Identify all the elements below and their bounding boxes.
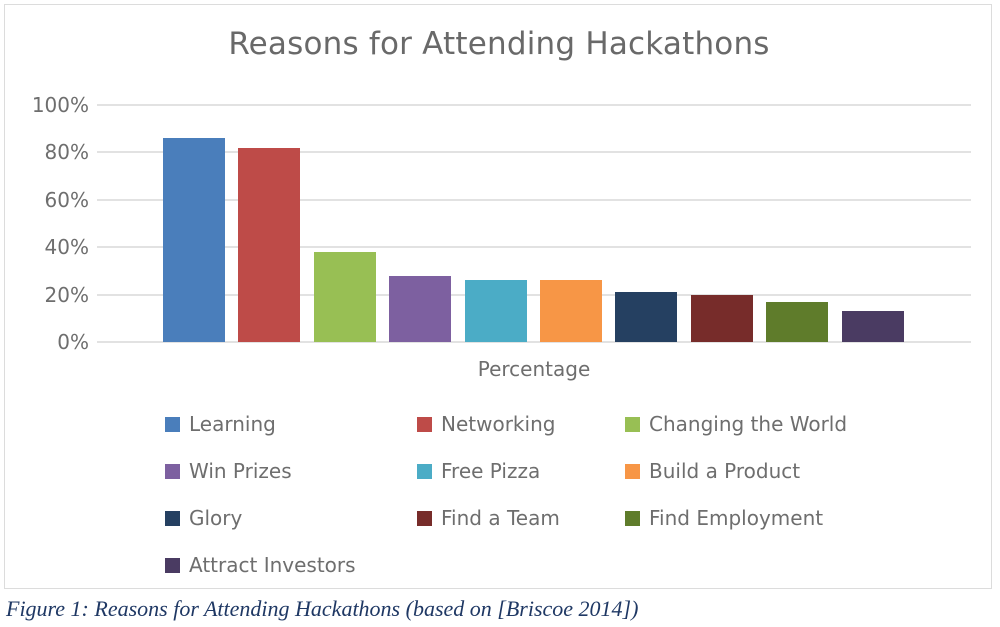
gridlines-layer [97,104,971,343]
y-axis-tick-label: 100% [31,93,89,117]
legend-swatch-icon [165,463,180,479]
legend-row: Attract Investors [145,550,965,597]
legend-label: Networking [441,412,556,436]
bar-learning [163,138,225,342]
legend-item-find-a-team[interactable]: Find a Team [417,503,560,533]
legend-label: Win Prizes [189,459,292,483]
bars-layer [97,105,971,342]
legend-label: Glory [189,506,243,530]
bar-changing-the-world [313,251,376,342]
y-axis-tick-label: 60% [44,187,89,212]
chart-title: Reasons for Attending Hackathons [228,26,770,62]
gridline [97,198,971,201]
gridline [97,104,971,106]
legend-label: Find Employment [649,506,824,530]
legend-row: Learning Networking Changing the World [145,409,965,456]
y-axis-tick-label: 0% [57,330,89,354]
bar-win-prizes [389,275,452,342]
legend-item-learning[interactable]: Learning [165,409,276,439]
legend-swatch-icon [165,416,180,432]
legend-row: Win Prizes Free Pizza Build a Product [145,456,965,503]
x-axis-title: Percentage [477,357,591,381]
legend-item-networking[interactable]: Networking [417,409,555,439]
legend-item-changing-the-world[interactable]: Changing the World [625,409,847,439]
legend-swatch-icon [417,463,432,479]
bar-glory [615,292,678,342]
legend-item-find-employment[interactable]: Find Employment [625,503,823,533]
y-axis-tick-label: 20% [44,282,89,307]
y-axis-tick-label: 40% [44,235,89,260]
figure-caption: Figure 1: Reasons for Attending Hackatho… [6,596,639,621]
gridline [97,151,971,154]
legend-row: Glory Find a Team Find Employment [145,503,965,550]
legend-label: Build a Product [649,459,801,483]
legend-item-attract-investors[interactable]: Attract Investors [165,550,356,580]
legend-item-build-a-product[interactable]: Build a Product [625,456,800,486]
legend-swatch-icon [165,510,180,526]
legend-swatch-icon [165,557,180,573]
bar-networking [238,147,301,342]
legend-swatch-icon [625,463,640,479]
legend-label: Changing the World [649,412,848,436]
legend-label: Learning [189,412,276,436]
legend-swatch-icon [417,510,432,526]
gridline [97,246,971,249]
legend-item-free-pizza[interactable]: Free Pizza [417,456,540,486]
plot-area [97,100,971,343]
legend-swatch-icon [417,416,432,432]
bar-find-a-team [690,294,753,342]
bar-attract-investors [841,311,904,342]
legend-label: Attract Investors [189,553,356,577]
gridline [97,293,971,296]
chart-legend: Learning Networking Changing the World Win … [145,409,965,597]
legend-swatch-icon [625,510,640,526]
y-axis-tick-label: 80% [44,140,89,165]
legend-item-win-prizes[interactable]: Win Prizes [165,456,292,486]
bar-build-a-product [540,280,602,342]
chart-container: Reasons for Attending Hackathons 100% 80%… [4,4,992,589]
legend-swatch-icon [625,416,640,432]
gridline [97,341,971,343]
legend-label: Free Pizza [441,459,541,483]
legend-label: Find a Team [441,506,560,530]
bar-free-pizza [464,280,527,342]
y-axis: 100% 80% 60% 40% 20% 0% [13,95,89,354]
bar-find-employment [766,301,829,342]
legend-item-glory[interactable]: Glory [165,503,242,533]
